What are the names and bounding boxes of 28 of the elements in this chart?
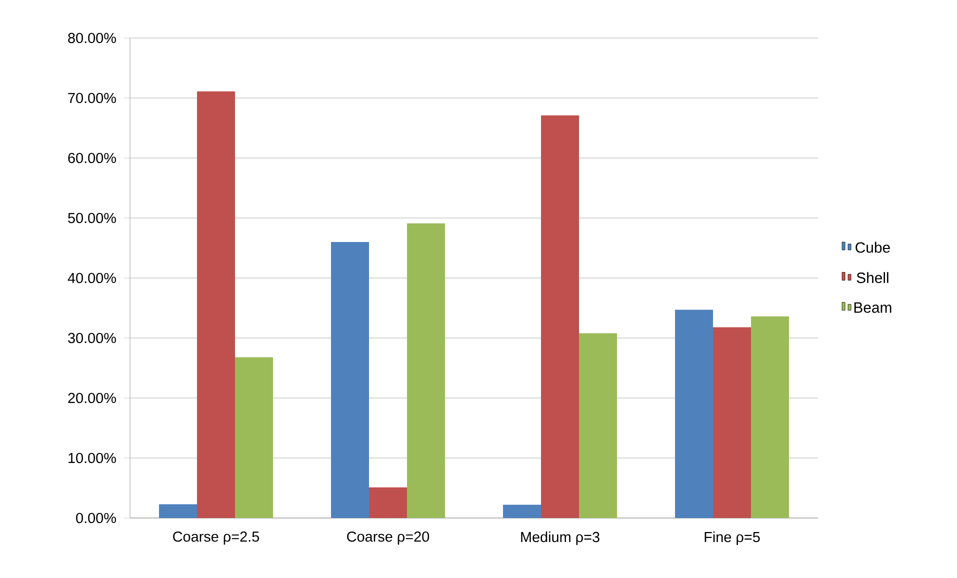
y-tick-label: 70.00% [68, 92, 116, 104]
bar [197, 91, 235, 518]
y-tick-label: 30.00% [68, 332, 116, 344]
bar [751, 316, 790, 518]
bar [407, 223, 446, 518]
y-tick-label: 60.00% [68, 152, 116, 164]
bar [713, 327, 752, 518]
x-tick-label: Coarse ρ=20 [347, 532, 430, 545]
legend-label: Shell [856, 272, 888, 284]
y-tick-label: 0.00% [76, 512, 116, 524]
bar [541, 115, 580, 518]
bar [331, 242, 370, 518]
bar [235, 357, 274, 518]
y-tick-label: 20.00% [68, 392, 116, 404]
y-tick-label: 10.00% [68, 452, 116, 464]
bar [675, 310, 714, 518]
bar [159, 504, 197, 518]
y-tick-label: 50.00% [68, 212, 116, 224]
x-tick-label: Fine ρ=5 [704, 532, 760, 545]
legend-label: Beam [854, 302, 892, 313]
y-tick-label: 80.00% [68, 32, 116, 44]
bar [503, 504, 542, 518]
x-tick-label: Coarse ρ=2.5 [173, 532, 260, 545]
legend-label: Cube [856, 242, 890, 253]
bar [579, 333, 618, 518]
bar [369, 487, 408, 518]
y-tick-label: 40.00% [68, 272, 116, 284]
x-tick-label: Medium ρ=3 [521, 532, 600, 545]
